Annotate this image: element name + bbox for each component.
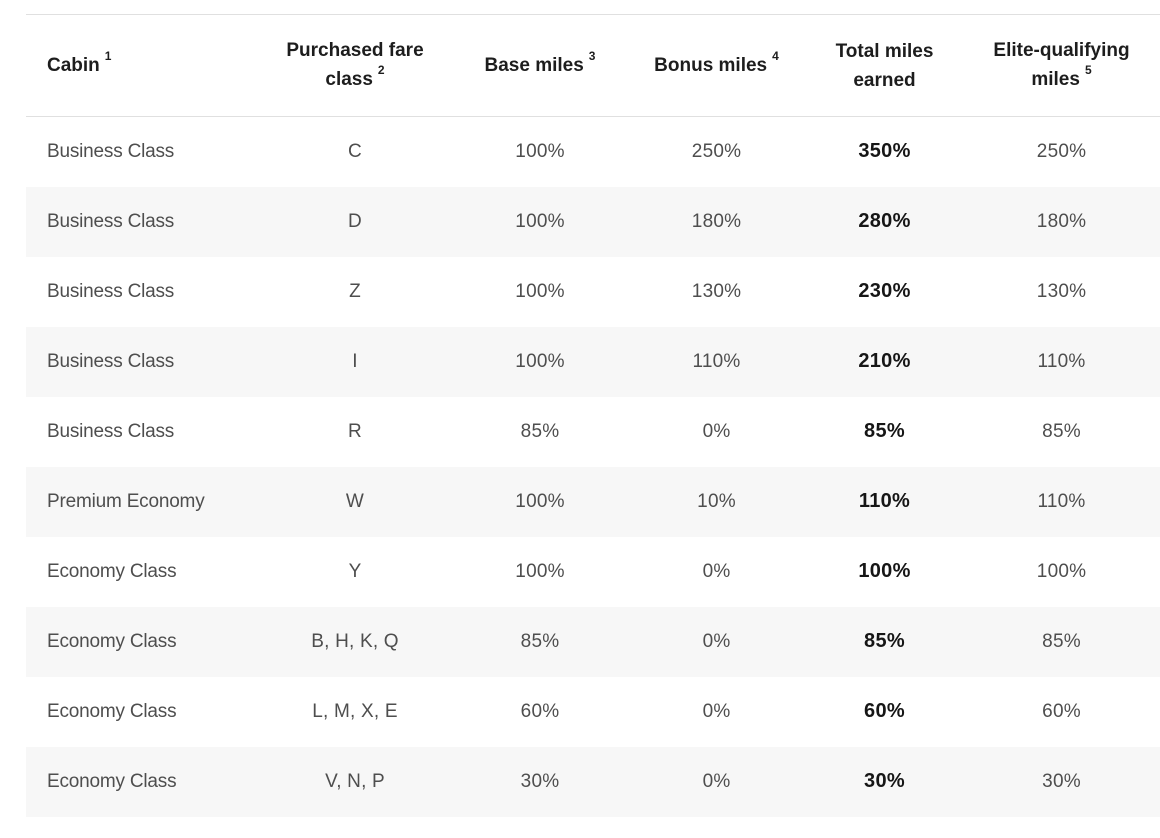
table-row: Economy Class V, N, P 30% 0% 30% 30% [26, 746, 1160, 817]
table-row: Premium Economy W 100% 10% 110% 110% [26, 466, 1160, 537]
cell-bonus-miles: 0% [702, 700, 731, 722]
table-row: Economy Class L, M, X, E 60% 0% 60% 60% [26, 677, 1160, 747]
cell-base-miles: 85% [520, 630, 560, 652]
cell-bonus-miles: 250% [691, 140, 742, 162]
cell-elite-miles: 85% [1042, 420, 1081, 442]
cell-total-miles: 85% [864, 420, 905, 442]
header-fare-class-line1: Purchased fare [286, 40, 424, 61]
cell-base-miles: 30% [520, 770, 560, 792]
cell-elite-miles: 85% [1042, 630, 1081, 652]
footnote-4-marker: 4 [772, 48, 779, 63]
cell-elite-miles: 60% [1042, 700, 1081, 722]
miles-earning-table: Cabin 1 Purchased fare class 2 Base miles 3 … [26, 14, 1160, 817]
cell-fare-class: L, M, X, E [312, 700, 398, 722]
table-row: Business Class R 85% 0% 85% 85% [26, 397, 1160, 467]
header-base-miles: Base miles 3 [454, 14, 626, 117]
table-row: Economy Class B, H, K, Q 85% 0% 85% 85% [26, 606, 1160, 677]
cell-bonus-miles: 0% [702, 630, 731, 652]
header-total-miles-line2: earned [853, 70, 916, 91]
header-cabin: Cabin 1 [26, 14, 256, 117]
cell-base-miles: 100% [515, 490, 565, 512]
cell-bonus-miles: 180% [691, 210, 742, 232]
cell-fare-class: V, N, P [325, 770, 385, 792]
cell-fare-class: B, H, K, Q [311, 630, 399, 652]
header-elite-miles-line2: miles [1031, 69, 1080, 90]
cell-elite-miles: 180% [1036, 210, 1087, 232]
cell-elite-miles: 100% [1036, 560, 1087, 582]
cell-total-miles: 30% [864, 770, 905, 792]
table-row: Business Class I 100% 110% 210% 110% [26, 326, 1160, 397]
header-fare-class: Purchased fare class 2 [256, 14, 454, 117]
cell-bonus-miles: 130% [691, 280, 742, 302]
table-row: Economy Class Y 100% 0% 100% 100% [26, 537, 1160, 607]
cell-base-miles: 100% [515, 210, 565, 232]
header-base-miles-label: Base miles [484, 54, 584, 76]
cell-cabin: Economy Class [47, 770, 177, 792]
table-row: Business Class Z 100% 130% 230% 130% [26, 257, 1160, 327]
cell-cabin: Economy Class [47, 700, 177, 722]
cell-cabin: Business Class [47, 280, 175, 302]
cell-total-miles: 350% [858, 140, 911, 163]
cell-bonus-miles: 0% [702, 560, 731, 582]
cell-base-miles: 100% [515, 560, 565, 582]
cell-elite-miles: 130% [1036, 280, 1087, 302]
cell-fare-class: Z [349, 280, 361, 302]
header-bonus-miles-label: Bonus miles [654, 54, 768, 76]
cell-fare-class: D [348, 210, 362, 232]
cell-base-miles: 100% [515, 350, 565, 372]
cell-fare-class: Y [348, 560, 362, 582]
table-header: Cabin 1 Purchased fare class 2 Base miles 3 … [26, 14, 1160, 117]
header-total-miles: Total miles earned [807, 14, 962, 117]
cell-total-miles: 100% [858, 560, 911, 582]
table-row: Business Class D 100% 180% 280% 180% [26, 186, 1160, 257]
cell-total-miles: 110% [858, 490, 911, 512]
table-body: Business Class C 100% 250% 350% 250% Bus… [26, 117, 1160, 817]
cell-base-miles: 85% [520, 420, 560, 442]
header-bonus-miles: Bonus miles 4 [626, 14, 807, 117]
cell-base-miles: 100% [515, 140, 565, 162]
cell-bonus-miles: 110% [692, 350, 741, 372]
cell-cabin: Economy Class [47, 560, 177, 582]
miles-earning-table-container: Cabin 1 Purchased fare class 2 Base miles 3 … [26, 14, 1160, 817]
cell-fare-class: W [345, 490, 365, 512]
cell-bonus-miles: 0% [702, 420, 731, 442]
footnote-2-marker: 2 [377, 63, 385, 77]
cell-total-miles: 280% [858, 210, 911, 232]
cell-total-miles: 85% [864, 630, 905, 652]
header-row: Cabin 1 Purchased fare class 2 Base miles 3 … [26, 14, 1160, 117]
cell-base-miles: 100% [515, 280, 565, 302]
cell-cabin: Business Class [47, 140, 175, 162]
header-elite-miles: Elite-qualifying miles 5 [962, 14, 1160, 117]
header-cabin-label: Cabin [47, 54, 100, 76]
cell-total-miles: 210% [858, 350, 911, 372]
cell-cabin: Business Class [47, 210, 175, 232]
cell-fare-class: I [352, 350, 358, 372]
table-row: Business Class C 100% 250% 350% 250% [26, 117, 1160, 187]
cell-elite-miles: 250% [1036, 140, 1087, 162]
footnote-5-marker: 5 [1084, 63, 1092, 77]
cell-fare-class: R [348, 420, 362, 442]
cell-bonus-miles: 10% [697, 490, 736, 512]
cell-bonus-miles: 0% [702, 770, 731, 792]
cell-cabin: Premium Economy [47, 490, 205, 512]
cell-elite-miles: 30% [1042, 770, 1081, 792]
footnote-1-marker: 1 [104, 48, 112, 63]
cell-elite-miles: 110% [1037, 490, 1086, 512]
header-total-miles-line1: Total miles [835, 41, 934, 62]
header-elite-miles-line1: Elite-qualifying [993, 40, 1130, 61]
cell-cabin: Business Class [47, 420, 175, 442]
cell-cabin: Business Class [47, 350, 175, 372]
footnote-3-marker: 3 [588, 48, 596, 63]
cell-cabin: Economy Class [47, 630, 177, 652]
cell-total-miles: 60% [864, 700, 905, 722]
cell-fare-class: C [348, 140, 362, 162]
cell-base-miles: 60% [520, 700, 560, 722]
cell-elite-miles: 110% [1037, 350, 1086, 372]
header-fare-class-line2: class [325, 69, 373, 90]
cell-total-miles: 230% [858, 280, 911, 302]
